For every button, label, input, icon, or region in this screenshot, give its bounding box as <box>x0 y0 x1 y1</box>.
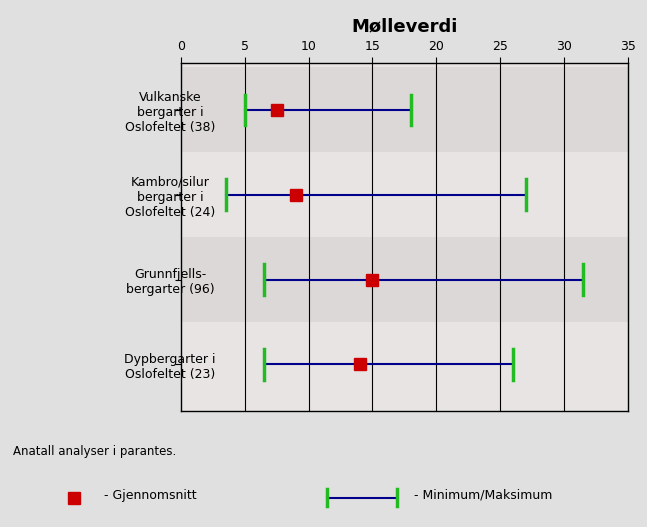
Bar <box>181 322 628 407</box>
Text: - Gjennomsnitt: - Gjennomsnitt <box>104 489 196 502</box>
Bar <box>181 237 628 322</box>
Text: - Minimum/Maksimum: - Minimum/Maksimum <box>414 489 553 502</box>
Bar <box>181 67 628 152</box>
Bar <box>181 152 628 237</box>
Title: Mølleverdi: Mølleverdi <box>351 17 457 35</box>
Text: Anatall analyser i parantes.: Anatall analyser i parantes. <box>13 445 176 458</box>
